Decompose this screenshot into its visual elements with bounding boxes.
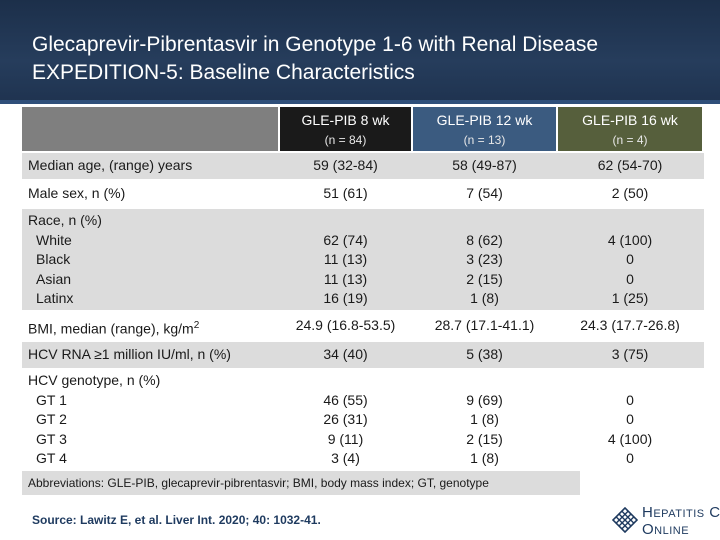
banner-divider [0, 100, 720, 104]
row-sublabel: White [36, 231, 72, 248]
table-cell: 0 [626, 251, 634, 267]
table-row-hcv-rna: HCV RNA ≥1 million IU/ml, n (%) 34 (40) … [22, 342, 704, 368]
table-cell: 59 (32-84) [313, 157, 378, 173]
table-cell: 7 (54) [466, 185, 503, 201]
table-cell: 46 (55) [323, 391, 368, 408]
column-header-label: GLE-PIB 12 wk [436, 112, 533, 128]
table-cell: 8 (62) [466, 231, 503, 248]
table-cell: 11 (13) [323, 270, 368, 287]
logo-text-line2: ONLINE [642, 521, 689, 538]
row-label: BMI, median (range), kg/m2 [28, 316, 199, 339]
logo-mark-icon [612, 507, 638, 533]
logo-text-line1: HEPATITIS C [642, 504, 720, 521]
table-cell: 0 [626, 411, 634, 427]
table-cell: 58 (49-87) [452, 157, 517, 173]
source-citation: Source: Lawitz E, et al. Liver Int. 2020… [32, 513, 321, 527]
slide-title-line1: Glecaprevir-Pibrentasvir in Genotype 1-6… [32, 33, 599, 56]
table-cell: 0 [626, 391, 634, 408]
table-cell: 62 (74) [323, 231, 368, 248]
table-cell: 28.7 (17.1-41.1) [434, 317, 535, 333]
table-cell: 62 (54-70) [597, 157, 663, 173]
column-header-12wk: GLE-PIB 12 wk (n = 13) [413, 107, 556, 151]
table-cell: 4 (100) [607, 430, 653, 447]
row-sublabel: GT 2 [36, 411, 67, 427]
column-header-16wk: GLE-PIB 16 wk (n = 4) [558, 107, 702, 151]
row-label: Race, n (%) [28, 212, 102, 228]
table-cell: 5 (38) [466, 346, 503, 362]
row-sublabel: Asian [36, 270, 72, 287]
table-cell: 2 (15) [466, 430, 503, 447]
table-cell: 1 (25) [611, 290, 649, 306]
column-header-8wk: GLE-PIB 8 wk (n = 84) [280, 107, 411, 151]
title-banner: Glecaprevir-Pibrentasvir in Genotype 1-6… [0, 0, 720, 102]
logo-smallcaps: EPATITIS [653, 508, 705, 520]
logo-letter-c: C [709, 504, 720, 521]
table-cell: 34 (40) [323, 346, 368, 362]
table-cell: 4 (100) [607, 231, 653, 248]
table-row-race: Race, n (%) White Black Asian Latinx 62 … [22, 209, 704, 310]
table-cell: 3 (75) [611, 346, 649, 362]
abbreviations-footnote: Abbreviations: GLE-PIB, glecaprevir-pibr… [22, 471, 580, 495]
table-row-bmi: BMI, median (range), kg/m2 24.9 (16.8-53… [22, 312, 704, 340]
table-cell: 0 [626, 270, 634, 287]
row-label: HCV RNA ≥1 million IU/ml, n (%) [28, 346, 231, 362]
table-cell: 1 (8) [470, 411, 499, 427]
table-cell: 26 (31) [323, 411, 368, 427]
row-sublabel: GT 3 [36, 430, 67, 447]
table-row-median-age: Median age, (range) years 59 (32-84) 58 … [22, 153, 704, 179]
table-cell: 3 (23) [466, 251, 503, 267]
table-cell: 2 (15) [466, 270, 503, 287]
table-cell: 3 (4) [331, 450, 360, 466]
hepatitis-c-online-logo: HEPATITIS C ONLINE [612, 503, 720, 538]
row-sublabel: Black [36, 251, 71, 267]
table-cell: 2 (50) [611, 185, 649, 201]
row-sublabel: Latinx [36, 290, 74, 306]
table-cell: 24.9 (16.8-53.5) [295, 317, 396, 333]
column-header-n: (n = 4) [612, 133, 648, 147]
slide-title-line2: EXPEDITION-5: Baseline Characteristics [32, 61, 415, 84]
table-cell: 11 (13) [323, 251, 368, 267]
table-cell: 1 (8) [470, 290, 499, 306]
table-cell: 1 (8) [470, 450, 499, 466]
table-cell: 16 (19) [323, 290, 368, 306]
logo-cap: H [642, 504, 654, 521]
row-label-superscript: 2 [193, 320, 200, 331]
row-label: HCV genotype, n (%) [28, 372, 161, 388]
row-sublabel: GT 1 [36, 391, 67, 408]
row-label: Median age, (range) years [28, 157, 193, 173]
table-cell: 0 [626, 450, 634, 466]
row-label: Male sex, n (%) [28, 185, 126, 201]
row-label-text: BMI, median (range), kg/m [28, 320, 194, 337]
column-header-label: GLE-PIB 8 wk [301, 112, 390, 128]
table-cell: 51 (61) [323, 185, 368, 201]
row-sublabel: GT 4 [36, 450, 67, 466]
table-row-hcv-genotype: HCV genotype, n (%) GT 1 GT 2 GT 3 GT 4 … [22, 370, 704, 469]
column-header-n: (n = 84) [324, 133, 367, 147]
table-cell: 24.3 (17.7-26.8) [580, 317, 680, 333]
logo-smallcaps: NLINE [654, 525, 690, 537]
column-header-n: (n = 13) [463, 133, 506, 147]
column-header-label: GLE-PIB 16 wk [582, 112, 678, 128]
table-cell: 9 (11) [327, 430, 364, 447]
table-cell: 9 (69) [466, 391, 503, 408]
logo-cap: O [642, 521, 655, 538]
table-header-blank [22, 107, 278, 151]
table-row-male-sex: Male sex, n (%) 51 (61) 7 (54) 2 (50) [22, 181, 704, 207]
